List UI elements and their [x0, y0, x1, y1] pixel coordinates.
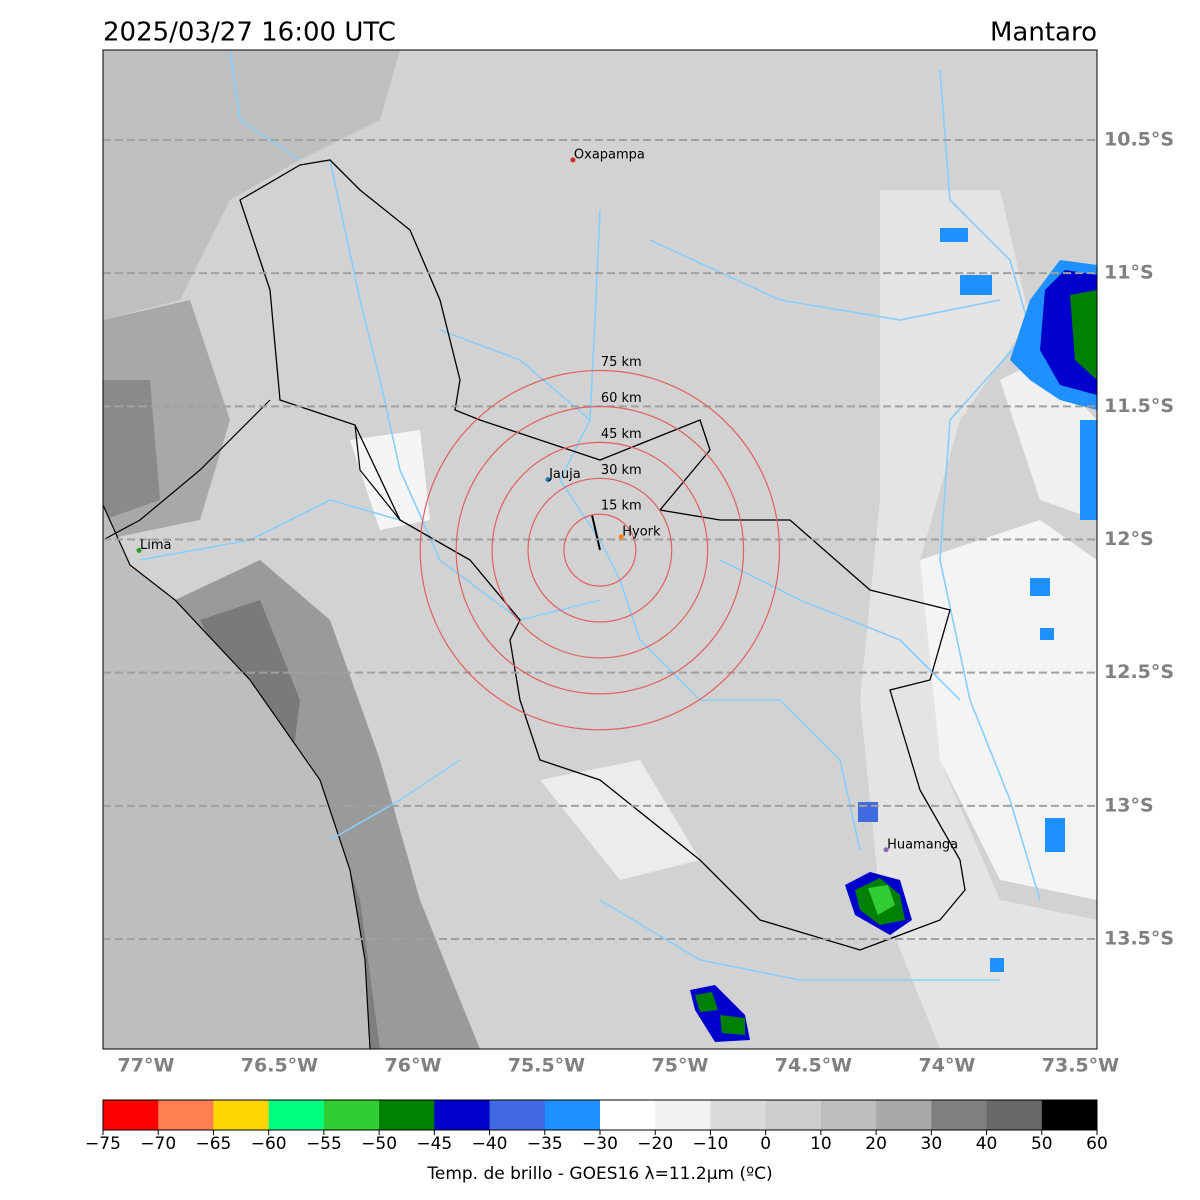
- place-label: Lima: [140, 538, 171, 553]
- colorbar-segment: [931, 1100, 988, 1130]
- colorbar-segment: [820, 1100, 877, 1130]
- colorbar-segment: [434, 1100, 491, 1130]
- colorbar-tick-label: −55: [306, 1134, 342, 1154]
- colorbar-segment: [158, 1100, 214, 1130]
- colorbar-tick-label: −70: [140, 1134, 176, 1154]
- lon-label: 73.5°W: [1042, 1055, 1119, 1077]
- colorbar-tick-label: 30: [921, 1134, 943, 1154]
- colorbar-tick-label: −45: [416, 1134, 452, 1154]
- ring-label: 30 km: [601, 463, 642, 478]
- place-marker: [618, 534, 624, 540]
- colorbar-segment: [544, 1100, 601, 1130]
- lat-label: 11.5°S: [1104, 395, 1174, 417]
- colorbar-tick-label: −10: [692, 1134, 728, 1154]
- colorbar-tick-label: −65: [195, 1134, 231, 1154]
- range-ring: [419, 369, 781, 731]
- colorbar-segment: [489, 1100, 546, 1130]
- colorbar-tick-label: −30: [582, 1134, 618, 1154]
- place-label: Jauja: [548, 467, 581, 482]
- ring-label: 60 km: [601, 391, 642, 406]
- lat-label: 11°S: [1104, 262, 1154, 284]
- place-marker: [570, 157, 576, 163]
- lon-label: 75.5°W: [508, 1055, 585, 1077]
- colorbar-segment: [710, 1100, 767, 1130]
- ring-label: 45 km: [601, 427, 642, 442]
- colorbar-tick-label: 50: [1031, 1134, 1053, 1154]
- lon-label: 76.5°W: [241, 1055, 318, 1077]
- lon-label: 74.5°W: [775, 1055, 852, 1077]
- lat-label: 13°S: [1104, 794, 1154, 816]
- colorbar-segment: [323, 1100, 380, 1130]
- lon-label: 77°W: [118, 1055, 175, 1077]
- map-imagery: [103, 50, 1097, 1049]
- place-marker: [883, 847, 889, 853]
- colorbar-segment: [655, 1100, 711, 1130]
- lon-label: 75°W: [652, 1055, 709, 1077]
- lat-label: 10.5°S: [1104, 129, 1174, 151]
- place-label: Hyork: [622, 524, 661, 539]
- colorbar-segment: [213, 1100, 270, 1130]
- colorbar-tick-label: 40: [976, 1134, 998, 1154]
- region-name: Mantaro: [990, 18, 1097, 48]
- colorbar-segment: [103, 1100, 159, 1130]
- colorbar-label: Temp. de brillo - GOES16 λ=11.2μm (ºC): [426, 1164, 772, 1184]
- place-marker: [545, 477, 551, 483]
- colorbar-tick-label: 60: [1086, 1134, 1108, 1154]
- range-ring: [491, 441, 709, 659]
- colorbar-tick-label: −60: [251, 1134, 287, 1154]
- map-title: 2025/03/27 16:00 UTC: [103, 18, 396, 48]
- lat-label: 12°S: [1104, 528, 1154, 550]
- colorbar-segment: [986, 1100, 1043, 1130]
- colorbar-segment: [876, 1100, 932, 1130]
- place-label: Oxapampa: [574, 147, 645, 162]
- colorbar-segment: [765, 1100, 822, 1130]
- colorbar-segment: [600, 1100, 656, 1130]
- colorbar-tick-label: −40: [472, 1134, 508, 1154]
- colorbar-tick-label: 10: [810, 1134, 832, 1154]
- colorbar-tick-label: 0: [760, 1134, 771, 1154]
- colorbar-segment: [379, 1100, 435, 1130]
- colorbar-tick-label: −50: [361, 1134, 397, 1154]
- colorbar-tick-label: −75: [85, 1134, 121, 1154]
- lon-label: 74°W: [918, 1055, 975, 1077]
- colorbar-segment: [1041, 1100, 1098, 1130]
- ring-label: 75 km: [601, 355, 642, 370]
- colorbar-segment: [268, 1100, 325, 1130]
- map-frame: [102, 49, 1098, 1050]
- range-ring: [563, 513, 637, 587]
- lat-label: 13.5°S: [1104, 928, 1174, 950]
- range-ring: [455, 405, 745, 695]
- colorbar-tick-label: −35: [527, 1134, 563, 1154]
- ring-label: 15 km: [601, 499, 642, 514]
- colorbar-tick-label: −20: [637, 1134, 673, 1154]
- lat-label: 12.5°S: [1104, 661, 1174, 683]
- lon-label: 76°W: [385, 1055, 442, 1077]
- range-ring: [527, 477, 673, 623]
- place-label: Huamanga: [887, 837, 958, 852]
- colorbar-tick-label: 20: [865, 1134, 887, 1154]
- place-marker: [136, 547, 142, 553]
